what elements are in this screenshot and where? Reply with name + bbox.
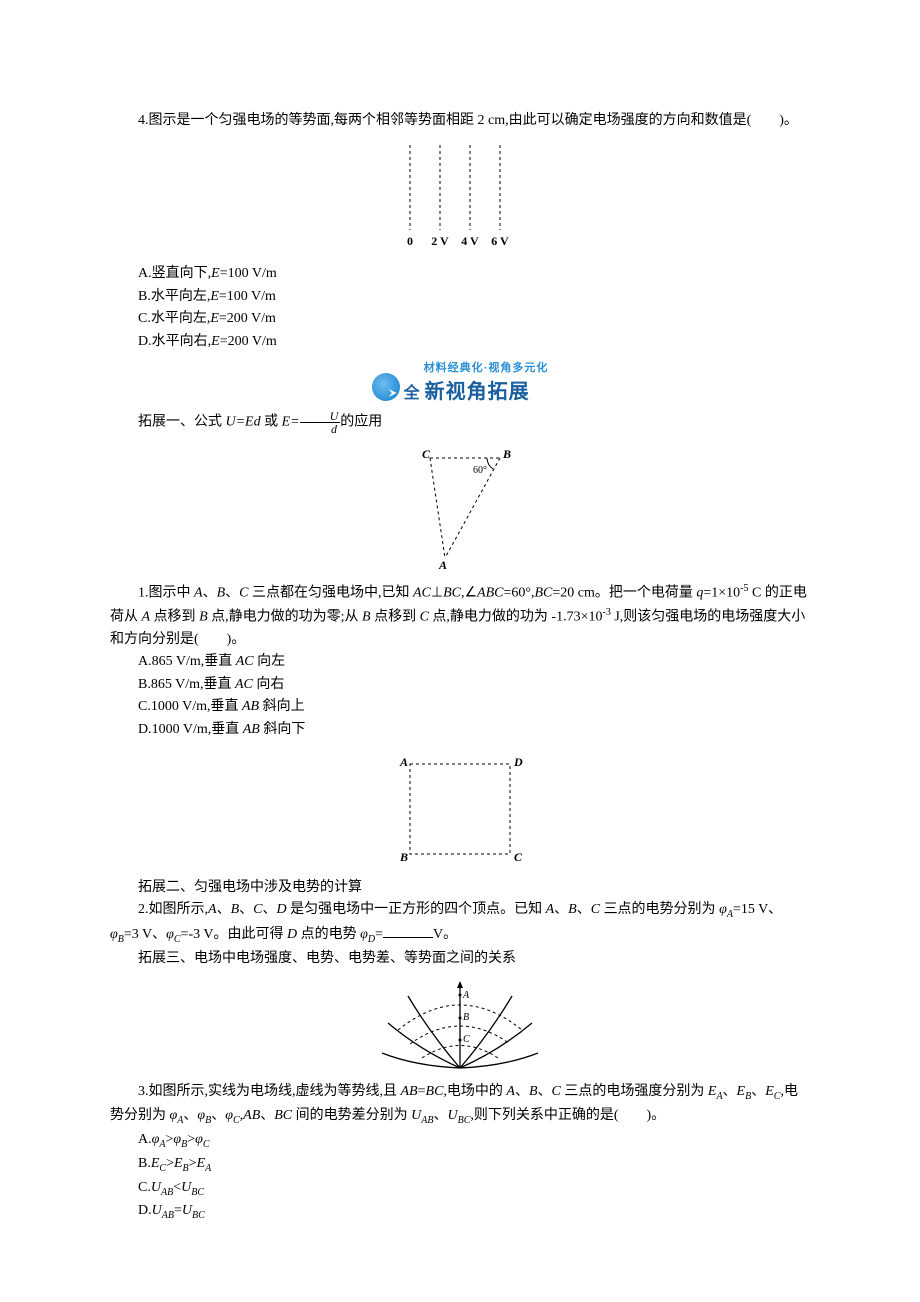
q4-stem: 4.图示是一个匀强电场的等势面,每两个相邻等势面相距 2 cm,由此可以确定电场… <box>138 113 798 128</box>
ext1-opt-c: C.1000 V/m,垂直 AB 斜向上 <box>110 696 810 718</box>
label-6v: 6 V <box>491 234 509 248</box>
banner-subtitle: 材料经典化·视角多元化 <box>424 359 549 375</box>
q4-diagram: 0 2 V 4 V 6 V <box>110 140 810 255</box>
ext2-diagram: A D B C <box>110 749 810 869</box>
sq-A: A <box>399 755 408 769</box>
sq-C: C <box>514 850 523 864</box>
label-2v: 2 V <box>431 234 449 248</box>
section-banner: 材料经典化·视角多元化 全新视角拓展 <box>110 359 810 404</box>
ext1-opt-a: A.865 V/m,垂直 AC 向左 <box>110 651 810 673</box>
ext2-title: 拓展二、匀强电场中涉及电势的计算 <box>110 877 810 899</box>
ext2-q: 2.如图所示,A、B、C、D 是匀强电场中一正方形的四个顶点。已知 A、B、C … <box>110 899 810 948</box>
fl-C: C <box>463 1034 470 1045</box>
q4-opt-a: A.竖直向下,E=100 V/m <box>110 263 810 285</box>
pt-A: A <box>438 558 447 572</box>
ext1-q1: 1.图示中 A、B、C 三点都在匀强电场中,已知 AC⊥BC,∠ABC=60°,… <box>110 581 810 651</box>
ext3-opt-d: D.UAB=UBC <box>110 1200 810 1224</box>
pt-B: B <box>502 447 511 461</box>
banner-globe-icon <box>372 373 400 401</box>
ext3-q: 3.如图所示,实线为电场线,虚线为等势线,且 AB=BC,电场中的 A、B、C … <box>110 1081 810 1129</box>
blank-fill <box>383 923 433 938</box>
ext3-title: 拓展三、电场中电场强度、电势、电势差、等势面之间的关系 <box>110 948 810 970</box>
ext3-opt-c: C.UAB<UBC <box>110 1177 810 1201</box>
sq-D: D <box>513 755 523 769</box>
fl-B: B <box>463 1012 469 1023</box>
label-0: 0 <box>407 234 413 248</box>
field-lines-svg: A B C <box>380 978 540 1073</box>
label-4v: 4 V <box>461 234 479 248</box>
ext1-diagram: C B A 60° <box>110 443 810 573</box>
equipotential-lines-svg: 0 2 V 4 V 6 V <box>380 140 540 255</box>
square-abcd-svg: A D B C <box>380 749 540 869</box>
angle-60: 60° <box>473 465 487 476</box>
q4-opt-b: B.水平向左,E=100 V/m <box>110 286 810 308</box>
fl-A: A <box>462 990 470 1001</box>
q4-opt-c: C.水平向左,E=200 V/m <box>110 308 810 330</box>
ext3-opt-b: B.EC>EB>EA <box>110 1153 810 1177</box>
ext1-title: 拓展一、公式 U=Ed 或 E=Ud的应用 <box>110 410 810 435</box>
ext3-diagram: A B C <box>110 978 810 1073</box>
ext1-opt-b: B.865 V/m,垂直 AC 向右 <box>110 674 810 696</box>
q4-opt-d: D.水平向右,E=200 V/m <box>110 331 810 353</box>
pt-C: C <box>422 447 431 461</box>
ext3-opt-a: A.φA>φB>φC <box>110 1129 810 1153</box>
sq-B: B <box>399 850 408 864</box>
q4-text: 4.图示是一个匀强电场的等势面,每两个相邻等势面相距 2 cm,由此可以确定电场… <box>110 110 810 132</box>
triangle-abc-svg: C B A 60° <box>395 443 525 573</box>
ext1-opt-d: D.1000 V/m,垂直 AB 斜向下 <box>110 719 810 741</box>
banner-title: 全新视角拓展 <box>404 375 530 404</box>
